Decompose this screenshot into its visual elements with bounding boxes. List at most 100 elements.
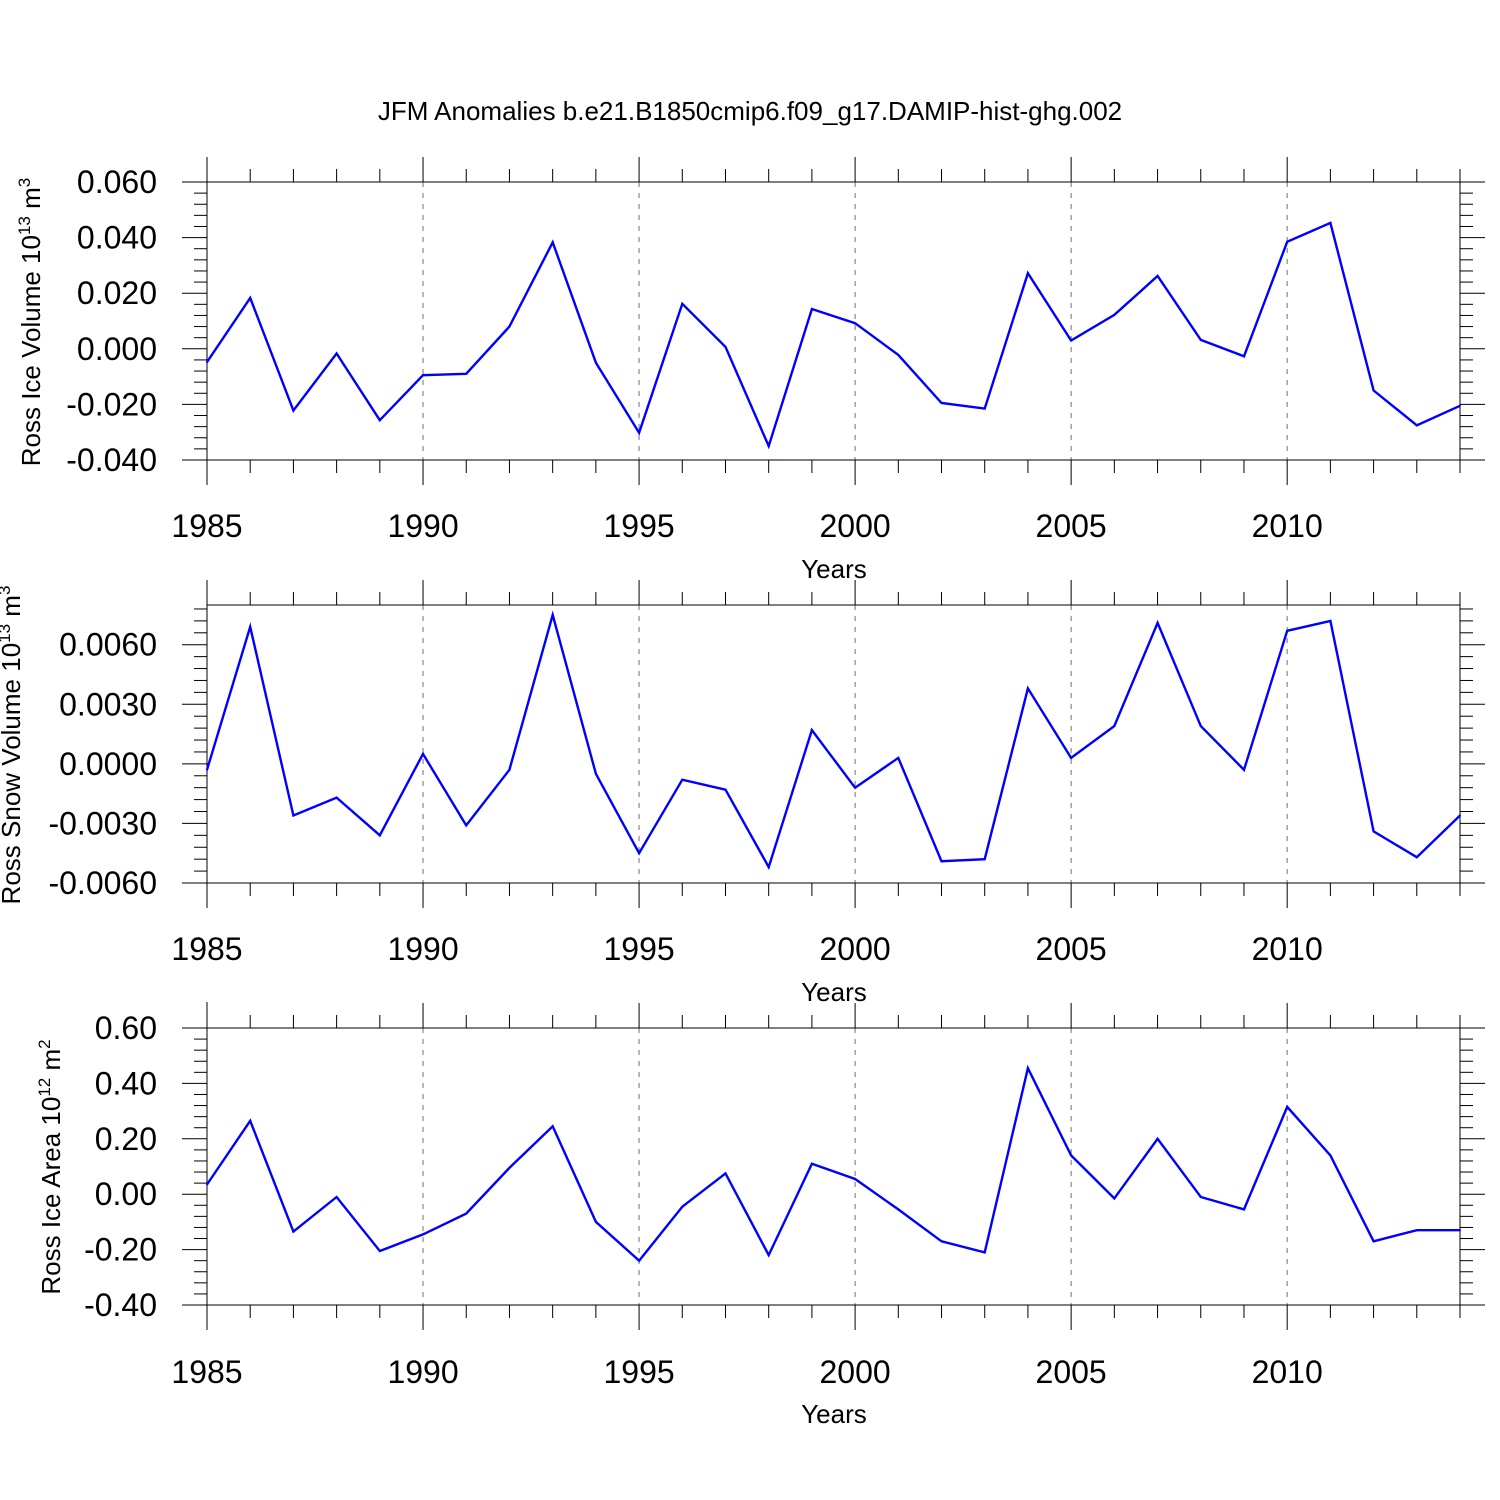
data-point <box>810 308 813 311</box>
data-point <box>1372 389 1375 392</box>
data-point <box>292 814 295 817</box>
data-point <box>1026 687 1029 690</box>
series-line <box>206 1064 1460 1263</box>
y-tick-label: -0.40 <box>84 1287 157 1323</box>
data-point <box>465 824 468 827</box>
data-point <box>1199 338 1202 341</box>
data-point <box>1113 313 1116 316</box>
ylabel-snow-volume: Ross Snow Volume 1013 m3 <box>0 586 26 905</box>
data-point <box>1286 1105 1289 1108</box>
data-point <box>378 419 381 422</box>
data-point <box>335 1195 338 1198</box>
data-point <box>465 372 468 375</box>
data-point <box>335 352 338 355</box>
x-tick-label: 2000 <box>820 508 891 544</box>
y-tick-label: 0.40 <box>95 1065 157 1101</box>
data-point <box>292 1230 295 1233</box>
data-point <box>681 302 684 305</box>
y-tick-label: -0.0060 <box>48 865 157 901</box>
data-point <box>206 1183 208 1186</box>
data-point <box>1329 619 1332 622</box>
data-point <box>422 374 425 377</box>
data-point <box>681 778 684 781</box>
data-point <box>206 768 208 771</box>
data-point <box>767 866 770 869</box>
data-point <box>1156 1137 1159 1140</box>
xlabel-ice-area: Years <box>801 1399 867 1429</box>
data-point <box>465 1212 468 1215</box>
x-tick-label: 1995 <box>603 931 674 967</box>
data-point <box>249 296 252 299</box>
data-point <box>897 756 900 759</box>
data-point <box>1372 1240 1375 1243</box>
data-point <box>854 1177 857 1180</box>
data-point <box>292 409 295 412</box>
y-tick-label: 0.020 <box>77 275 157 311</box>
data-point <box>249 625 252 628</box>
data-point <box>767 445 770 448</box>
data-point <box>767 1254 770 1257</box>
x-tick-label: 1985 <box>171 1354 242 1390</box>
series-line <box>205 610 1461 871</box>
data-point <box>897 1208 900 1211</box>
data-point <box>1070 1154 1073 1157</box>
x-tick-label: 1995 <box>603 1354 674 1390</box>
x-tick-label: 1990 <box>387 508 458 544</box>
y-tick-label: 0.20 <box>95 1121 157 1157</box>
data-point <box>724 788 727 791</box>
panel-ice-volume: Ross Ice Volume 1013 m3 Years 1985 1990 19… <box>15 157 1485 584</box>
data-point <box>724 1172 727 1175</box>
x-tick-label: 2005 <box>1036 1354 1107 1390</box>
x-tick-label: 2005 <box>1036 508 1107 544</box>
y-tick-label: 0.0030 <box>59 686 157 722</box>
data-point <box>638 1259 641 1262</box>
data-point <box>422 1233 425 1236</box>
data-point <box>810 1162 813 1165</box>
data-point <box>1329 1154 1332 1157</box>
y-tick-label: -0.20 <box>84 1232 157 1268</box>
data-point <box>1242 1208 1245 1211</box>
data-point <box>1459 1229 1461 1232</box>
data-point <box>378 834 381 837</box>
data-point <box>1026 1067 1029 1070</box>
x-tick-label: 2010 <box>1252 1354 1323 1390</box>
data-point <box>1070 756 1073 759</box>
y-tick-label: -0.0030 <box>48 805 157 841</box>
data-point <box>594 1220 597 1223</box>
data-point <box>681 1205 684 1208</box>
ylabel-ice-volume: Ross Ice Volume 1013 m3 <box>15 178 46 467</box>
data-point <box>1113 725 1116 728</box>
series-line <box>206 221 1461 450</box>
chart-title: JFM Anomalies b.e21.B1850cmip6.f09_g17.D… <box>378 96 1122 126</box>
panel-ice-area: Ross Ice Area 1012 m2 Years 1985 1990 1995… <box>35 1002 1485 1429</box>
data-point <box>594 361 597 364</box>
y-tick-label: -0.040 <box>66 442 157 478</box>
data-point <box>854 786 857 789</box>
data-point <box>983 858 986 861</box>
data-point <box>1199 725 1202 728</box>
data-point <box>1026 272 1029 275</box>
data-point <box>1286 629 1289 632</box>
data-point <box>1329 221 1332 224</box>
data-point <box>1459 404 1461 407</box>
data-point <box>1242 768 1245 771</box>
data-point <box>508 768 511 771</box>
data-point <box>1415 1229 1418 1232</box>
y-tick-label: 0.060 <box>77 164 157 200</box>
data-point <box>1113 1197 1116 1200</box>
data-point <box>940 860 943 863</box>
data-point <box>638 431 641 434</box>
x-tick-label: 2005 <box>1036 931 1107 967</box>
data-point <box>1372 830 1375 833</box>
x-tick-label: 1995 <box>603 508 674 544</box>
ylabel-ice-area: Ross Ice Area 1012 m2 <box>35 1039 66 1294</box>
data-point <box>206 361 208 364</box>
data-point <box>1199 1195 1202 1198</box>
data-point <box>897 353 900 356</box>
data-point <box>1415 856 1418 859</box>
x-tick-label: 1985 <box>171 931 242 967</box>
x-tick-label: 1990 <box>387 931 458 967</box>
x-tick-label: 2000 <box>820 1354 891 1390</box>
data-point <box>335 796 338 799</box>
